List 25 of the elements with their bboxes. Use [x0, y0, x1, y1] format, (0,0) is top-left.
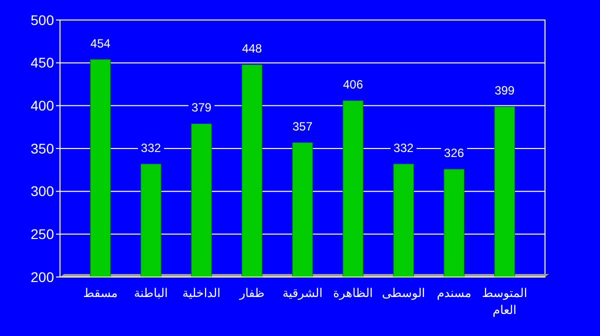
x-tick-label: مسندم — [436, 286, 472, 300]
data-label: 332 — [394, 140, 414, 155]
x-tick-label: المتوسط العام — [482, 286, 528, 317]
y-tick-label: 450 — [30, 54, 54, 71]
data-label: 448 — [242, 42, 262, 56]
data-label: 379 — [191, 100, 212, 115]
x-tick-label: مسقط — [83, 286, 118, 300]
x-tick-label: الباطنة — [134, 286, 168, 300]
data-label: 399 — [494, 84, 515, 98]
x-tick-label: الشرقية — [282, 286, 323, 300]
y-tick-label: 350 — [30, 140, 54, 156]
y-tick-label: 400 — [30, 98, 54, 114]
data-label: 332 — [140, 140, 162, 155]
y-tick-label: 500 — [30, 12, 54, 28]
x-tick-label: الداخلية — [182, 286, 220, 300]
y-tick-label: 300 — [30, 183, 54, 200]
data-label: 357 — [292, 120, 313, 134]
x-tick-label: الظاهرة — [333, 286, 373, 300]
data-label: 326 — [444, 146, 464, 160]
y-tick-label: 250 — [30, 226, 54, 242]
x-tick-label: ظفار — [238, 286, 265, 300]
data-label: 454 — [90, 36, 111, 50]
y-tick-label: 200 — [30, 268, 54, 285]
x-tick-label: الوسطى — [382, 286, 426, 300]
data-label: 406 — [343, 78, 364, 92]
